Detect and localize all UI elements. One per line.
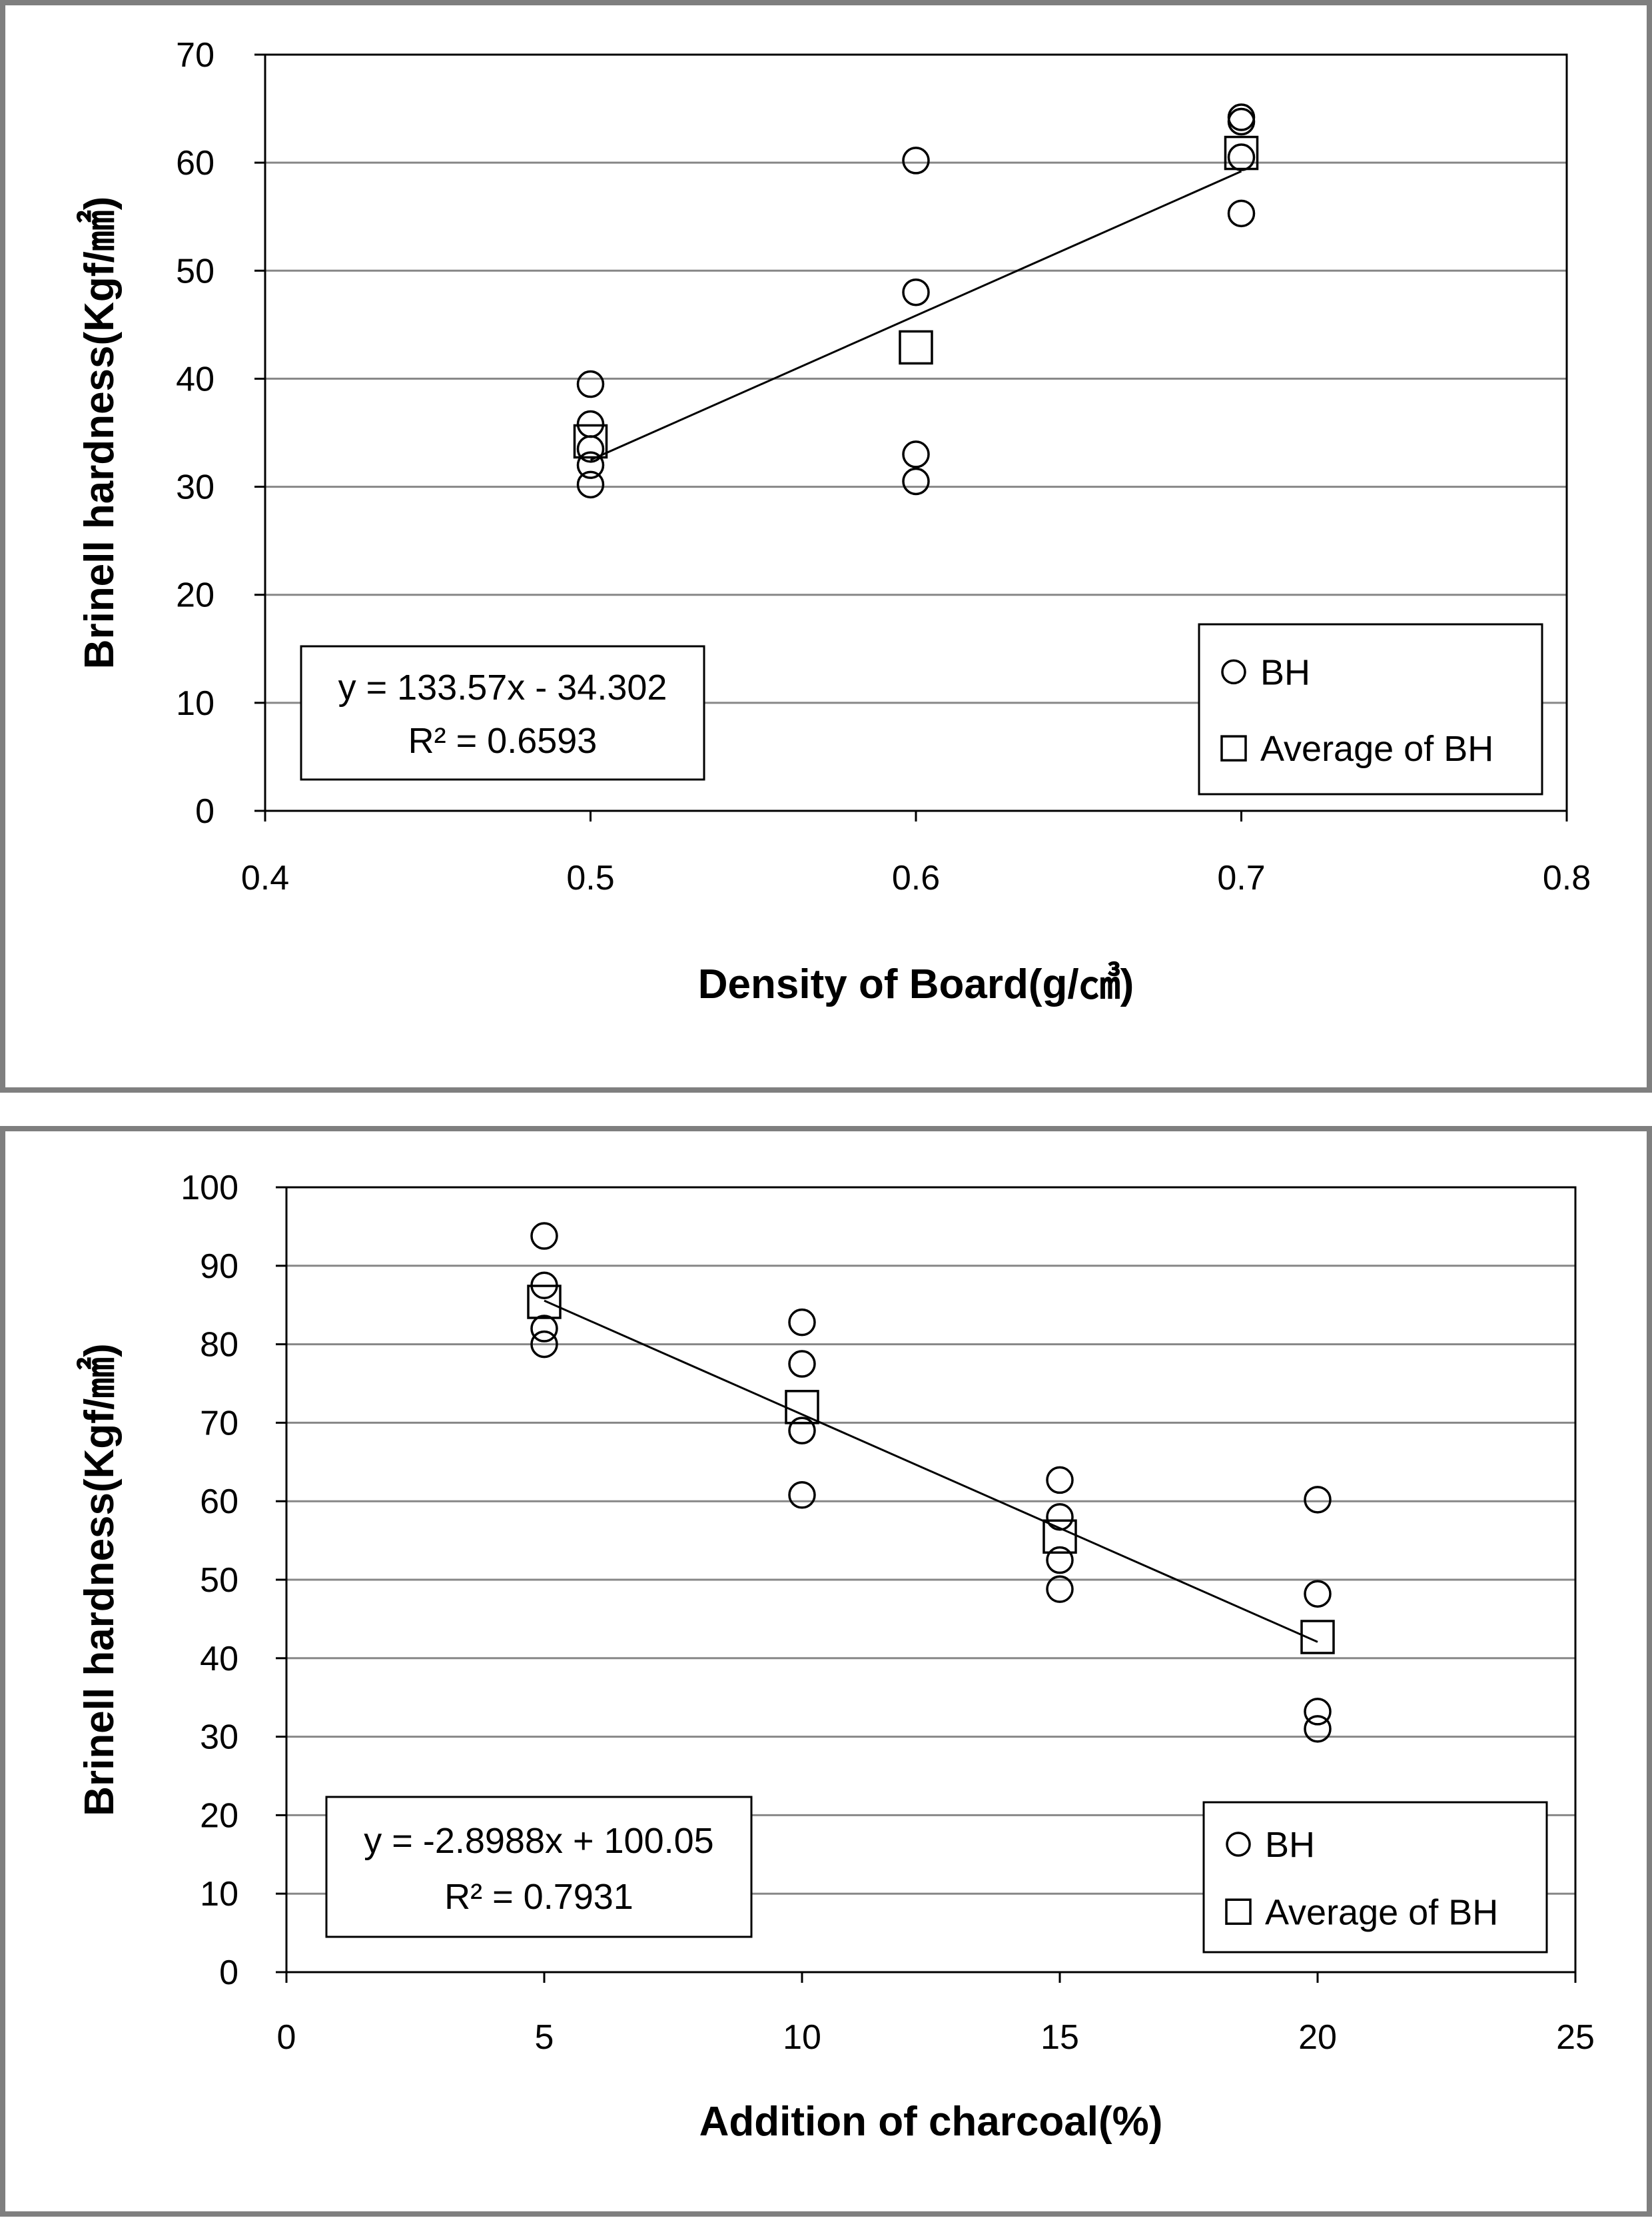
chart-charcoal-svg: 0 10 20 30 40 50 60 70 80 90 100 0 5 10 15 20 25 Addition… (0, 1126, 1652, 2217)
x-tick-label: 0.7 (1217, 859, 1265, 897)
legend-square-icon (1220, 735, 1247, 762)
x-tick-label: 0.5 (566, 859, 614, 897)
x-tick-label: 0 (277, 2018, 296, 2057)
average-point (1042, 1519, 1077, 1554)
panel-frame (0, 1126, 1652, 2217)
y-tick-label: 0 (219, 1953, 238, 1992)
y-tick-label: 80 (200, 1326, 238, 1365)
legend-label: Average of BH (1265, 1892, 1498, 1932)
bh-point (576, 435, 605, 463)
bh-point (1227, 199, 1256, 228)
y-tick-label: 10 (176, 684, 214, 723)
bh-point (1227, 107, 1256, 136)
y-tick-label: 30 (176, 468, 214, 507)
x-tick-label: 0.8 (1543, 859, 1591, 897)
chart-panel-density: 0 10 20 30 40 50 60 70 0.4 0.5 0.6 0.7 0.8 Density of… (0, 0, 1652, 1093)
legend-label: BH (1265, 1825, 1315, 1865)
bh-point (1046, 1546, 1074, 1574)
y-tick-label: 70 (200, 1404, 238, 1442)
x-axis-label: Addition of charcoal(%) (699, 2099, 1163, 2145)
trendline-equation: y = -2.8988x + 100.05 (364, 1821, 713, 1861)
bh-point (530, 1330, 558, 1359)
bh-point (1304, 1698, 1332, 1726)
y-tick-label: 50 (200, 1561, 238, 1600)
x-tick-label: 25 (1556, 2018, 1595, 2057)
y-tick-label: 60 (200, 1482, 238, 1521)
y-axis-label: Brinell hardness(Kgf/㎟) (76, 197, 123, 670)
y-tick-label: 90 (200, 1247, 238, 1286)
equation-box (325, 1796, 753, 1938)
y-tick-label: 40 (176, 360, 214, 398)
x-tick-label: 0.4 (241, 859, 289, 897)
bh-point (788, 1481, 816, 1509)
y-tick-label: 40 (200, 1640, 238, 1678)
bh-point (788, 1350, 816, 1378)
panel-frame (0, 0, 1652, 1093)
bh-point (1304, 1486, 1332, 1514)
bh-point (1046, 1466, 1074, 1494)
chart-density-svg: 0 10 20 30 40 50 60 70 0.4 0.5 0.6 0.7 0.8 Density of… (0, 0, 1652, 1093)
bh-point (902, 278, 930, 306)
trendline (590, 170, 1242, 461)
average-point (899, 330, 933, 365)
x-tick-label: 5 (535, 2018, 554, 2057)
average-point (1224, 135, 1259, 171)
average-point (785, 1390, 819, 1424)
bh-point (1046, 1503, 1074, 1531)
y-tick-label: 20 (200, 1796, 238, 1835)
legend-label: Average of BH (1260, 729, 1493, 769)
x-tick-label: 10 (783, 2018, 821, 2057)
trendline-equation: y = 133.57x - 34.302 (338, 668, 667, 708)
y-tick-label: 60 (176, 144, 214, 183)
x-tick-label: 20 (1298, 2018, 1337, 2057)
bh-point (530, 1222, 558, 1250)
legend-circle-icon (1226, 1832, 1251, 1857)
x-axis-label: Density of Board(g/㎤) (698, 961, 1134, 1007)
bh-point (1304, 1580, 1332, 1608)
legend-square-icon (1225, 1898, 1252, 1925)
y-tick-label: 100 (181, 1169, 238, 1207)
legend-circle-icon (1221, 659, 1246, 685)
bh-point (1304, 1715, 1332, 1743)
y-tick-label: 70 (176, 36, 214, 75)
chart-panel-charcoal: 0 10 20 30 40 50 60 70 80 90 100 0 5 10 15 20 25 Addition… (0, 1126, 1652, 2217)
bh-point (530, 1315, 558, 1343)
legend-box (1198, 623, 1543, 796)
y-axis-label: Brinell hardness(Kgf/㎟) (76, 1343, 123, 1816)
legend-label: BH (1260, 652, 1310, 692)
bh-point (902, 467, 930, 496)
x-tick-label: 0.6 (892, 859, 940, 897)
legend-box (1202, 1801, 1548, 1953)
bh-point (788, 1308, 816, 1337)
average-point (527, 1285, 562, 1319)
average-point (1300, 1620, 1335, 1654)
x-tick-label: 15 (1040, 2018, 1079, 2057)
bh-point (576, 470, 605, 499)
y-tick-label: 50 (176, 252, 214, 290)
r-squared-label: R² = 0.6593 (408, 721, 598, 761)
bh-point (576, 451, 605, 479)
bh-point (902, 440, 930, 468)
r-squared-label: R² = 0.7931 (444, 1877, 633, 1917)
bh-point (1046, 1575, 1074, 1603)
bh-point (576, 370, 605, 398)
bh-point (902, 147, 930, 175)
trendline (544, 1299, 1318, 1643)
bh-point (788, 1416, 816, 1444)
equation-box (300, 645, 705, 781)
y-tick-label: 0 (195, 792, 214, 831)
y-tick-label: 10 (200, 1875, 238, 1914)
y-tick-label: 20 (176, 576, 214, 615)
y-tick-label: 30 (200, 1718, 238, 1757)
average-point (573, 424, 608, 459)
